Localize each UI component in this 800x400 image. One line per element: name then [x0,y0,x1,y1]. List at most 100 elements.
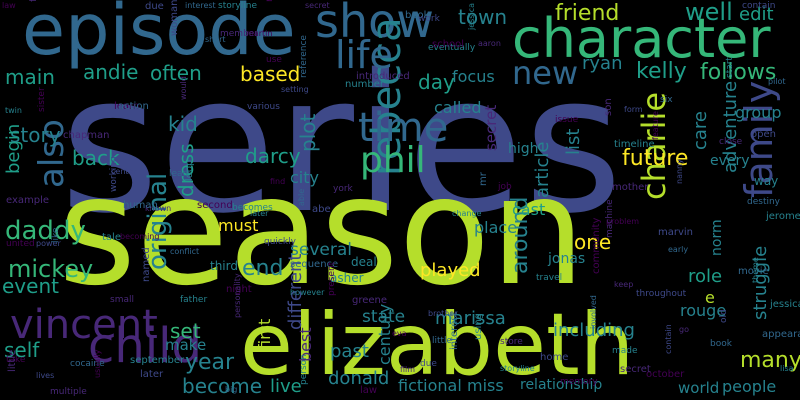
word-kid: kid [168,112,198,136]
word-book: book [405,10,430,21]
word-including: including [553,320,635,341]
word-form: form [624,105,643,114]
word-back: back [72,146,120,170]
word-take: take [6,355,26,365]
word-becomes: becomes [232,203,273,213]
word-role: role [688,266,723,287]
word-interest: interest [185,1,216,10]
word-friend: friend [555,1,620,26]
word-story: story [10,123,61,147]
word-quickly: quickly [264,237,296,247]
word-chapman: chapman [63,130,110,141]
word-problem: problem [606,217,640,226]
word-century: century [375,303,394,365]
word-like: like [51,227,61,243]
word-throughout: throughout [636,289,687,299]
word-able: able [297,188,306,206]
word-every: every [710,153,750,169]
word-small: small [110,295,134,305]
word-year: year [185,350,235,375]
word-lead: lead [169,169,189,179]
word-jessica: jessica [467,2,476,30]
word-plot: plot [296,113,320,152]
word-machine: machine [605,199,615,238]
word-often: often [150,61,202,85]
word-various: various [247,102,280,112]
word-number: number [345,79,385,90]
word-daddy: daddy [5,216,86,246]
word-city: city [290,168,319,187]
word-darcy: darcy [245,144,301,168]
word-miss: miss [467,376,504,395]
word-greene: greene [352,295,388,306]
word-using: using [473,312,484,340]
word-cast: cast [512,200,546,219]
word-series: series [60,34,623,255]
word-life: life [335,33,393,77]
word-keep: keep [614,280,634,289]
word-named: named [141,247,152,282]
word-deal: deal [351,255,377,269]
word-mickey: mickey [8,255,94,283]
word-lisa: lisa [780,364,794,373]
word-secret: secret [305,1,330,10]
word-becoming: becoming [120,232,160,241]
word-destiny: destiny [747,197,780,207]
word-setting: setting [281,85,309,94]
word-character: character [512,7,771,70]
word-conflict: conflict [170,247,200,256]
word-elizabeth: elizabeth [240,295,635,395]
word-care: care [690,110,711,150]
word-andie: andie [83,60,139,84]
word-day: day [418,70,455,94]
word-lives: lives [36,371,55,380]
word-book: book [710,339,732,349]
word-big: big [225,385,238,394]
word-jonas: jonas [548,251,586,267]
word-involved: involved [589,295,598,329]
word-working: working [109,156,119,192]
word-one: one [574,230,612,254]
word-father: father [180,295,208,305]
word-sister: sister [37,87,47,112]
word-short: short [205,35,226,44]
word-episode: episode [22,0,296,71]
word-jerome: jerome [766,211,800,222]
word-eventually: eventually [428,43,476,53]
word-movie: movie [738,266,769,277]
word-law: law [360,385,378,396]
word-town: town [458,5,508,29]
word-multiple: multiple [50,387,87,397]
word-reference: reference [299,35,309,78]
word-appearance: appearance [762,329,800,340]
word-eva: eva [392,329,407,338]
word-little: little [432,336,453,346]
word-based: based [240,62,301,86]
word-introduced: introduced [356,71,410,82]
word-however: however [290,288,325,297]
word-new: new [512,54,579,92]
word-work: work [418,14,440,24]
word-future: future [622,146,689,171]
word-way: way [754,174,779,188]
word-donald: donald [328,368,390,389]
word-center: center [111,167,137,176]
word-first: first [255,318,274,350]
word-rouge: rouge [680,301,727,320]
word-list: list [563,128,584,155]
word-known: known [145,204,172,213]
word-fictional: fictional [398,376,462,395]
word-united: united [6,239,35,249]
word-event: event [2,274,59,298]
word-twin: twin [5,106,22,115]
word-interest: interest [449,311,460,350]
word-marissa: marissa [435,308,506,329]
word-called: called [434,98,482,117]
word-tale: tale [102,232,121,243]
word-home: home [540,352,569,363]
word-pilot: pilot [768,77,786,86]
word-relationship: relationship [520,377,603,393]
word-become: become [182,374,263,398]
word-place: place [474,218,518,237]
word-due: due [420,359,437,369]
